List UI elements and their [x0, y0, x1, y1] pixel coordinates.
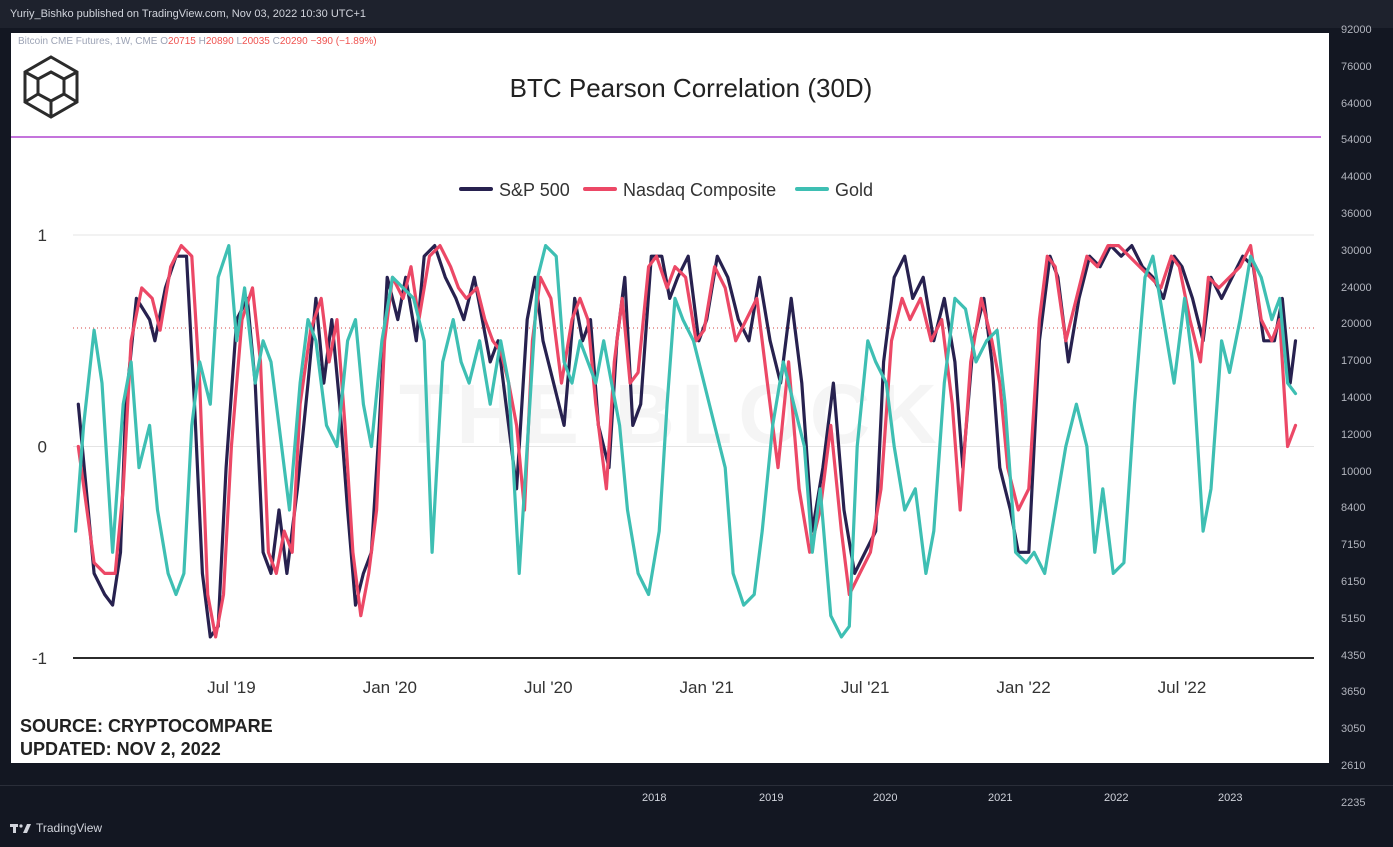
ohlc-h: H20890	[198, 36, 237, 47]
symbol-legend: Bitcoin CME Futures, 1W, CME O20715 H208…	[18, 36, 377, 47]
y-tick-label: 1	[38, 226, 47, 245]
publisher-text: Yuriy_Bishko published on TradingView.co…	[10, 8, 366, 20]
price-axis: 92000 76000 64000 54000 44000 36000 30000 24000…	[1331, 24, 1393, 809]
price-label: 8400	[1341, 502, 1366, 515]
price-label: 2610	[1341, 760, 1366, 772]
price-change: −390 (−1.89%)	[310, 36, 377, 47]
svg-text:Gold: Gold	[835, 180, 873, 200]
legend-item: Gold	[795, 180, 873, 200]
price-label: 3650	[1341, 686, 1366, 699]
ohlc-c: C20290	[272, 36, 311, 47]
chart-panel: BTC Pearson Correlation (30D) S&P 500 Nasd…	[11, 33, 1329, 763]
price-label: 44000	[1341, 171, 1372, 184]
time-label: 2018	[642, 792, 667, 804]
x-tick-label: Jul '20	[524, 678, 573, 697]
price-label: 30000	[1341, 244, 1372, 257]
tradingview-footer: TradingView	[10, 821, 102, 835]
legend-item: Nasdaq Composite	[583, 180, 776, 200]
ohlc-o: O20715	[160, 36, 199, 47]
time-label: 2019	[759, 792, 784, 804]
price-label: 6150	[1341, 576, 1366, 588]
series-line	[76, 244, 1298, 639]
time-label: 2022	[1104, 792, 1129, 804]
correlation-chart: BTC Pearson Correlation (30D) S&P 500 Nasd…	[11, 55, 1321, 759]
price-label: 10000	[1341, 465, 1372, 478]
price-label: 64000	[1341, 97, 1372, 110]
price-label: 24000	[1341, 281, 1372, 294]
x-tick-label: Jan '20	[363, 678, 417, 697]
footer-brand: TradingView	[36, 821, 103, 835]
y-tick-label: 0	[38, 438, 47, 457]
time-label: 2020	[873, 792, 898, 804]
x-tick-label: Jul '22	[1158, 678, 1207, 697]
series-line	[74, 244, 1298, 639]
legend-item: S&P 500	[459, 180, 570, 200]
price-label: 36000	[1341, 208, 1372, 220]
ohlc-l: L20035	[236, 36, 273, 47]
time-label: 2021	[988, 792, 1013, 804]
y-tick-label: -1	[32, 649, 47, 668]
price-label: 5150	[1341, 612, 1366, 625]
updated-note: UPDATED: NOV 2, 2022	[20, 739, 221, 759]
x-tick-label: Jan '22	[996, 678, 1050, 697]
price-label: 2235	[1341, 796, 1366, 809]
symbol-name: Bitcoin CME Futures, 1W, CME	[18, 36, 161, 47]
price-label: 4350	[1341, 649, 1366, 662]
x-tick-label: Jul '21	[841, 678, 890, 697]
the-block-logo-icon	[23, 55, 79, 119]
x-tick-label: Jan '21	[680, 678, 734, 697]
publisher-bar: Yuriy_Bishko published on TradingView.co…	[0, 0, 1393, 28]
source-note: SOURCE: CRYPTOCOMPARE	[20, 716, 273, 736]
chart-title: BTC Pearson Correlation (30D)	[510, 73, 873, 103]
x-tick-label: Jul '19	[207, 678, 256, 697]
price-label: 17000	[1341, 355, 1372, 368]
svg-text:Nasdaq Composite: Nasdaq Composite	[623, 180, 776, 200]
tradingview-logo-icon	[10, 824, 31, 833]
price-label: 76000	[1341, 60, 1372, 73]
price-label: 3050	[1341, 723, 1366, 736]
price-label: 20000	[1341, 318, 1372, 331]
price-label: 54000	[1341, 134, 1372, 147]
time-axis: 2018 2019 2020 2021 2022 2023	[0, 785, 1393, 814]
price-label: 7150	[1341, 539, 1366, 552]
svg-text:S&P 500: S&P 500	[499, 180, 570, 200]
price-label: 14000	[1341, 392, 1372, 404]
price-label: 12000	[1341, 428, 1372, 441]
price-label: 92000	[1341, 24, 1372, 36]
time-label: 2023	[1218, 792, 1243, 804]
